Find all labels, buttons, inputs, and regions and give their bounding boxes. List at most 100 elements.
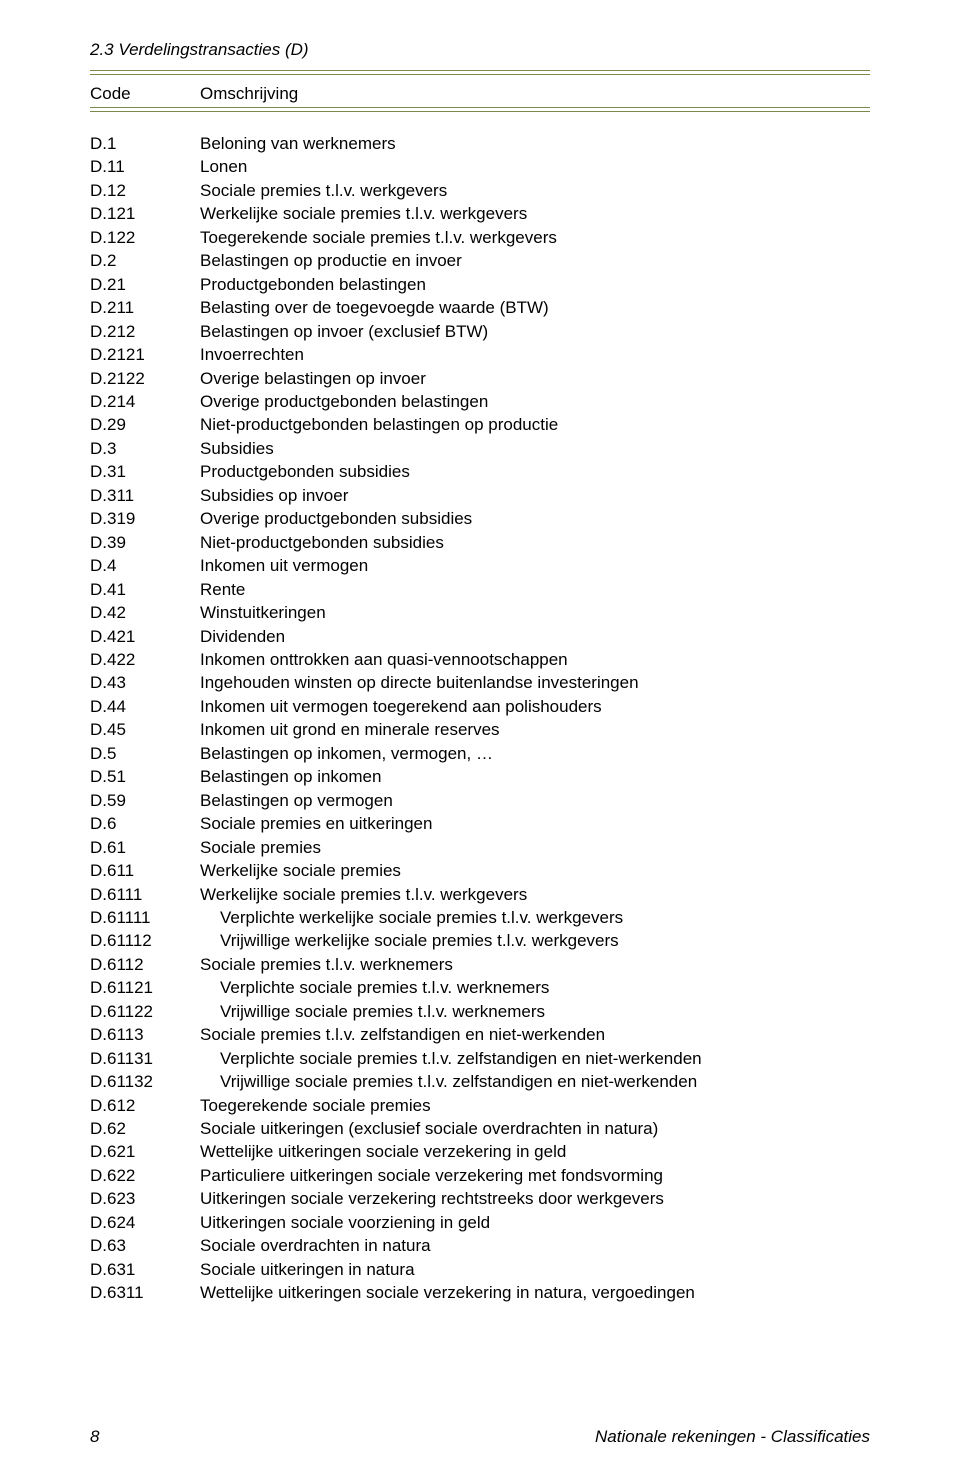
row-desc: Uitkeringen sociale verzekering rechtstr… xyxy=(200,1187,870,1210)
row-code: D.6111 xyxy=(90,883,200,906)
table-row: D.61132Vrijwillige sociale premies t.l.v… xyxy=(90,1070,870,1093)
row-desc: Subsidies xyxy=(200,437,870,460)
table-row: D.6113Sociale premies t.l.v. zelfstandig… xyxy=(90,1023,870,1046)
row-desc: Rente xyxy=(200,578,870,601)
row-desc: Invoerrechten xyxy=(200,343,870,366)
page: 2.3 Verdelingstransacties (D) Code Omsch… xyxy=(0,0,960,1479)
table-row: D.621Wettelijke uitkeringen sociale verz… xyxy=(90,1140,870,1163)
row-desc: Particuliere uitkeringen sociale verzeke… xyxy=(200,1164,870,1187)
row-desc: Werkelijke sociale premies t.l.v. werkge… xyxy=(200,202,870,225)
row-code: D.59 xyxy=(90,789,200,812)
table-row: D.1Beloning van werknemers xyxy=(90,132,870,155)
row-desc: Productgebonden belastingen xyxy=(200,273,870,296)
table-row: D.319Overige productgebonden subsidies xyxy=(90,507,870,530)
table-row: D.622Particuliere uitkeringen sociale ve… xyxy=(90,1164,870,1187)
row-code: D.421 xyxy=(90,625,200,648)
table-row: D.31Productgebonden subsidies xyxy=(90,460,870,483)
table-row: D.214Overige productgebonden belastingen xyxy=(90,390,870,413)
row-code: D.41 xyxy=(90,578,200,601)
row-desc: Verplichte sociale premies t.l.v. zelfst… xyxy=(200,1047,870,1070)
row-code: D.214 xyxy=(90,390,200,413)
row-code: D.61132 xyxy=(90,1070,200,1093)
table-row: D.212Belastingen op invoer (exclusief BT… xyxy=(90,320,870,343)
row-desc: Toegerekende sociale premies t.l.v. werk… xyxy=(200,226,870,249)
table-row: D.624Uitkeringen sociale voorziening in … xyxy=(90,1211,870,1234)
footer-right: Nationale rekeningen - Classificaties xyxy=(595,1427,870,1447)
header-desc: Omschrijving xyxy=(200,84,870,104)
row-code: D.44 xyxy=(90,695,200,718)
row-desc: Verplichte sociale premies t.l.v. werkne… xyxy=(200,976,870,999)
row-desc: Lonen xyxy=(200,155,870,178)
row-code: D.61131 xyxy=(90,1047,200,1070)
bottom-rules xyxy=(90,107,870,112)
section-title: 2.3 Verdelingstransacties (D) xyxy=(90,40,870,60)
row-desc: Vrijwillige werkelijke sociale premies t… xyxy=(200,929,870,952)
row-code: D.61111 xyxy=(90,906,200,929)
row-code: D.6113 xyxy=(90,1023,200,1046)
rule xyxy=(90,70,870,71)
row-desc: Inkomen uit vermogen xyxy=(200,554,870,577)
table-row: D.122Toegerekende sociale premies t.l.v.… xyxy=(90,226,870,249)
table-row: D.6112Sociale premies t.l.v. werknemers xyxy=(90,953,870,976)
table-row: D.2Belastingen op productie en invoer xyxy=(90,249,870,272)
row-desc: Vrijwillige sociale premies t.l.v. zelfs… xyxy=(200,1070,870,1093)
row-code: D.5 xyxy=(90,742,200,765)
row-code: D.45 xyxy=(90,718,200,741)
row-desc: Productgebonden subsidies xyxy=(200,460,870,483)
row-code: D.311 xyxy=(90,484,200,507)
rule xyxy=(90,107,870,108)
row-desc: Winstuitkeringen xyxy=(200,601,870,624)
row-code: D.11 xyxy=(90,155,200,178)
row-code: D.63 xyxy=(90,1234,200,1257)
table-row: D.63Sociale overdrachten in natura xyxy=(90,1234,870,1257)
table-row: D.612Toegerekende sociale premies xyxy=(90,1094,870,1117)
row-desc: Sociale premies t.l.v. werknemers xyxy=(200,953,870,976)
table-row: D.21Productgebonden belastingen xyxy=(90,273,870,296)
row-desc: Belastingen op invoer (exclusief BTW) xyxy=(200,320,870,343)
row-desc: Overige belastingen op invoer xyxy=(200,367,870,390)
row-code: D.43 xyxy=(90,671,200,694)
row-code: D.21 xyxy=(90,273,200,296)
table-row: D.121Werkelijke sociale premies t.l.v. w… xyxy=(90,202,870,225)
table-body: D.1Beloning van werknemersD.11LonenD.12S… xyxy=(90,132,870,1305)
table-row: D.6111Werkelijke sociale premies t.l.v. … xyxy=(90,883,870,906)
row-desc: Toegerekende sociale premies xyxy=(200,1094,870,1117)
row-code: D.51 xyxy=(90,765,200,788)
row-code: D.631 xyxy=(90,1258,200,1281)
row-code: D.61122 xyxy=(90,1000,200,1023)
table-row: D.51Belastingen op inkomen xyxy=(90,765,870,788)
row-desc: Sociale premies t.l.v. werkgevers xyxy=(200,179,870,202)
row-code: D.61 xyxy=(90,836,200,859)
table-row: D.11Lonen xyxy=(90,155,870,178)
table-row: D.2121Invoerrechten xyxy=(90,343,870,366)
row-desc: Werkelijke sociale premies t.l.v. werkge… xyxy=(200,883,870,906)
row-desc: Werkelijke sociale premies xyxy=(200,859,870,882)
table-row: D.211Belasting over de toegevoegde waard… xyxy=(90,296,870,319)
row-desc: Inkomen uit vermogen toegerekend aan pol… xyxy=(200,695,870,718)
table-row: D.62Sociale uitkeringen (exclusief socia… xyxy=(90,1117,870,1140)
row-desc: Belastingen op inkomen, vermogen, … xyxy=(200,742,870,765)
table-row: D.44Inkomen uit vermogen toegerekend aan… xyxy=(90,695,870,718)
row-desc: Vrijwillige sociale premies t.l.v. werkn… xyxy=(200,1000,870,1023)
table-row: D.6311Wettelijke uitkeringen sociale ver… xyxy=(90,1281,870,1304)
row-code: D.6 xyxy=(90,812,200,835)
row-code: D.612 xyxy=(90,1094,200,1117)
row-desc: Overige productgebonden subsidies xyxy=(200,507,870,530)
row-desc: Sociale premies t.l.v. zelfstandigen en … xyxy=(200,1023,870,1046)
rule xyxy=(90,74,870,75)
table-row: D.2122Overige belastingen op invoer xyxy=(90,367,870,390)
table-row: D.39Niet-productgebonden subsidies xyxy=(90,531,870,554)
row-code: D.611 xyxy=(90,859,200,882)
row-desc: Wettelijke uitkeringen sociale verzekeri… xyxy=(200,1281,870,1304)
table-row: D.61111Verplichte werkelijke sociale pre… xyxy=(90,906,870,929)
row-code: D.4 xyxy=(90,554,200,577)
row-desc: Subsidies op invoer xyxy=(200,484,870,507)
table-row: D.43Ingehouden winsten op directe buiten… xyxy=(90,671,870,694)
row-desc: Inkomen uit grond en minerale reserves xyxy=(200,718,870,741)
table-row: D.61131Verplichte sociale premies t.l.v.… xyxy=(90,1047,870,1070)
row-desc: Belastingen op productie en invoer xyxy=(200,249,870,272)
row-code: D.623 xyxy=(90,1187,200,1210)
row-desc: Verplichte werkelijke sociale premies t.… xyxy=(200,906,870,929)
table-row: D.3Subsidies xyxy=(90,437,870,460)
row-code: D.6112 xyxy=(90,953,200,976)
